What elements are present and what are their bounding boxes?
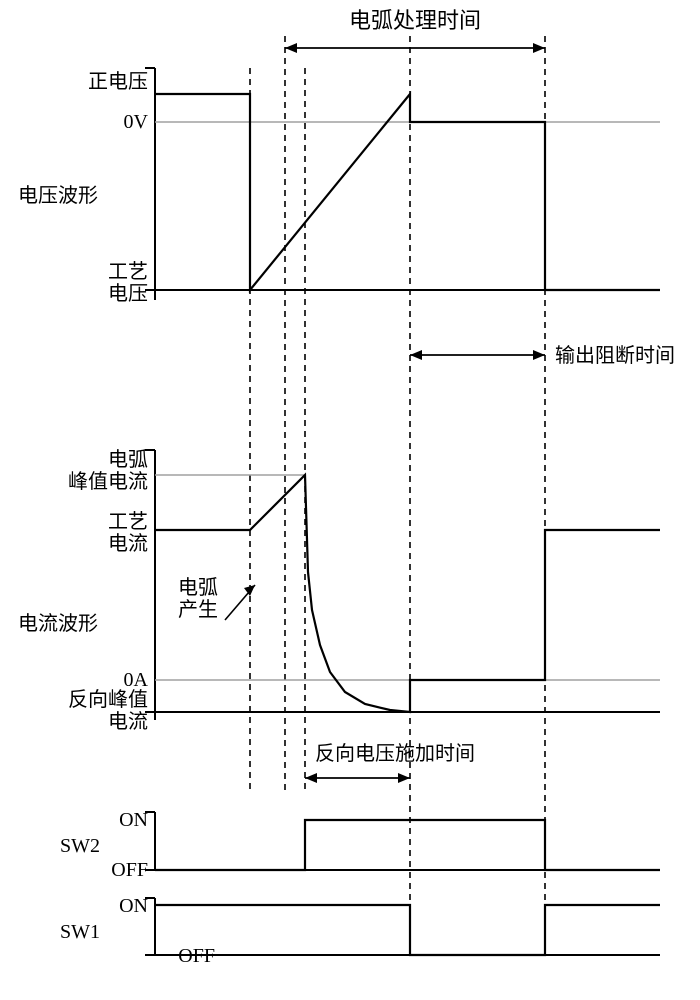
- label-arc-peak-1: 电弧: [108, 448, 148, 471]
- label-arc-peak-2: 峰值电流: [68, 470, 148, 493]
- label-rev-peak-2: 电流: [108, 710, 148, 733]
- label-sw1-on: ON: [119, 895, 148, 917]
- arc-onset-l2: 产生: [178, 598, 218, 621]
- sw1-panel: ON SW1 OFF: [60, 895, 660, 967]
- sw2-panel: ON SW2 OFF: [60, 809, 660, 881]
- label-rev-peak-1: 反向峰值: [68, 688, 148, 711]
- label-output-block: 输出阻断时间: [555, 344, 675, 367]
- arc-time-dimension: [285, 43, 545, 53]
- label-sw1-off: OFF: [178, 945, 215, 967]
- label-voltage-waveform: 电压波形: [18, 184, 98, 207]
- current-panel: 电弧 产生 电弧 峰值电流 工艺 电流 电流波形 0A 反向峰值 电流: [18, 448, 660, 733]
- output-block-dimension: 输出阻断时间: [410, 344, 675, 367]
- arc-onset-annotation: 电弧 产生: [178, 576, 255, 621]
- label-zero-a: 0A: [124, 669, 149, 691]
- label-process-voltage-2: 电压: [108, 282, 148, 305]
- label-positive-voltage: 正电压: [88, 70, 148, 93]
- label-zero-v: 0V: [124, 111, 149, 133]
- voltage-panel: 正电压 0V 电压波形 工艺 电压: [18, 68, 660, 305]
- label-reverse-v: 反向电压施加时间: [315, 742, 475, 765]
- label-current-waveform: 电流波形: [18, 612, 98, 635]
- label-process-current-2: 电流: [108, 532, 148, 555]
- timing-dashes: [250, 36, 545, 960]
- arc-onset-l1: 电弧: [178, 576, 218, 599]
- timing-diagram: 电弧处理时间 正电压 0V 电压波形 工艺 电压: [0, 0, 700, 1000]
- label-sw2-off: OFF: [111, 859, 148, 881]
- arc-time-title: 电弧处理时间: [349, 8, 481, 33]
- label-sw1: SW1: [60, 921, 100, 943]
- label-process-voltage-1: 工艺: [108, 260, 148, 283]
- reverse-voltage-dimension: 反向电压施加时间: [305, 742, 475, 783]
- label-sw2: SW2: [60, 835, 100, 857]
- label-process-current-1: 工艺: [108, 510, 148, 533]
- label-sw2-on: ON: [119, 809, 148, 831]
